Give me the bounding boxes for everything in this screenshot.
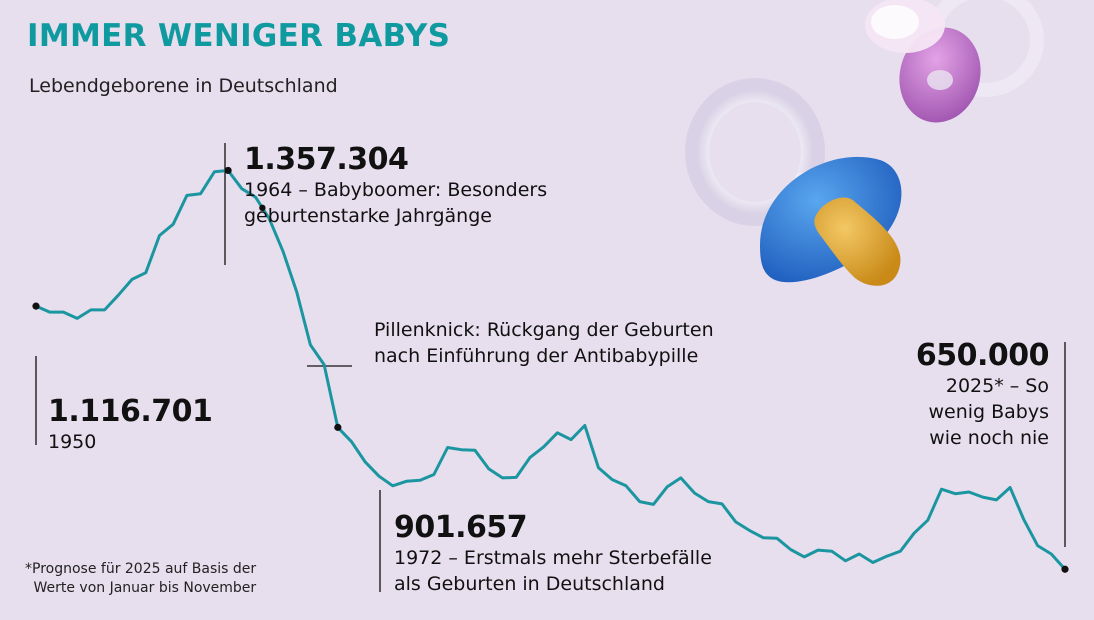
annotation-pillenknick: Pillenknick: Rückgang der Geburten nach … [374,317,714,369]
data-point-1964 [224,166,232,175]
annotation-1964-value: 1.357.304 [244,142,409,177]
annotation-2025-line2: wenig Babys [928,401,1049,423]
annotation-pillenknick-line2: nach Einführung der Antibabypille [374,345,699,367]
annotation-1950-value: 1.116.701 [48,394,213,429]
footnote-line2: Werte von Januar bis November [33,580,257,596]
data-point-pillenknick [259,204,266,212]
highlight-points [32,166,1069,573]
pacifier-icon-pink [865,0,1044,123]
footnote-line1: *Prognose für 2025 auf Basis der [25,561,257,577]
series-line [34,169,1067,571]
data-point-2025 [1061,565,1069,573]
chart-title: IMMER WENIGER BABYS [27,18,451,54]
chart-subtitle: Lebendgeborene in Deutschland [29,75,338,97]
annotation-1972-value: 901.657 [394,510,528,545]
annotation-1950: 1.116.701 1950 [48,394,213,455]
annotation-1964-line2: geburtenstarke Jahrgänge [244,205,492,227]
annotation-1972-line2: als Geburten in Deutschland [394,573,665,595]
annotation-2025-line3: wie noch nie [929,427,1049,449]
annotation-1964-line1: 1964 – Babyboomer: Besonders [244,179,548,201]
pacifier-icon-white-blue [685,78,902,286]
annotation-1972: 901.657 1972 – Erstmals mehr Sterbefälle… [394,511,712,597]
data-point-1972 [334,423,342,431]
annotation-1972-line1: 1972 – Erstmals mehr Sterbefälle [394,547,712,569]
annotation-2025-value: 650.000 [915,338,1050,373]
annotation-2025-line1: 2025* – So [945,375,1049,397]
annotation-1964: 1.357.304 1964 – Babyboomer: Besonders g… [244,143,547,229]
annotation-2025: 650.000 2025* – So wenig Babys wie noch … [915,338,1050,451]
annotation-1950-label: 1950 [48,431,97,453]
annotation-pillenknick-line1: Pillenknick: Rückgang der Geburten [374,319,714,341]
data-point-1950 [32,302,40,310]
footnote: *Prognose für 2025 auf Basis der Werte v… [25,560,256,598]
